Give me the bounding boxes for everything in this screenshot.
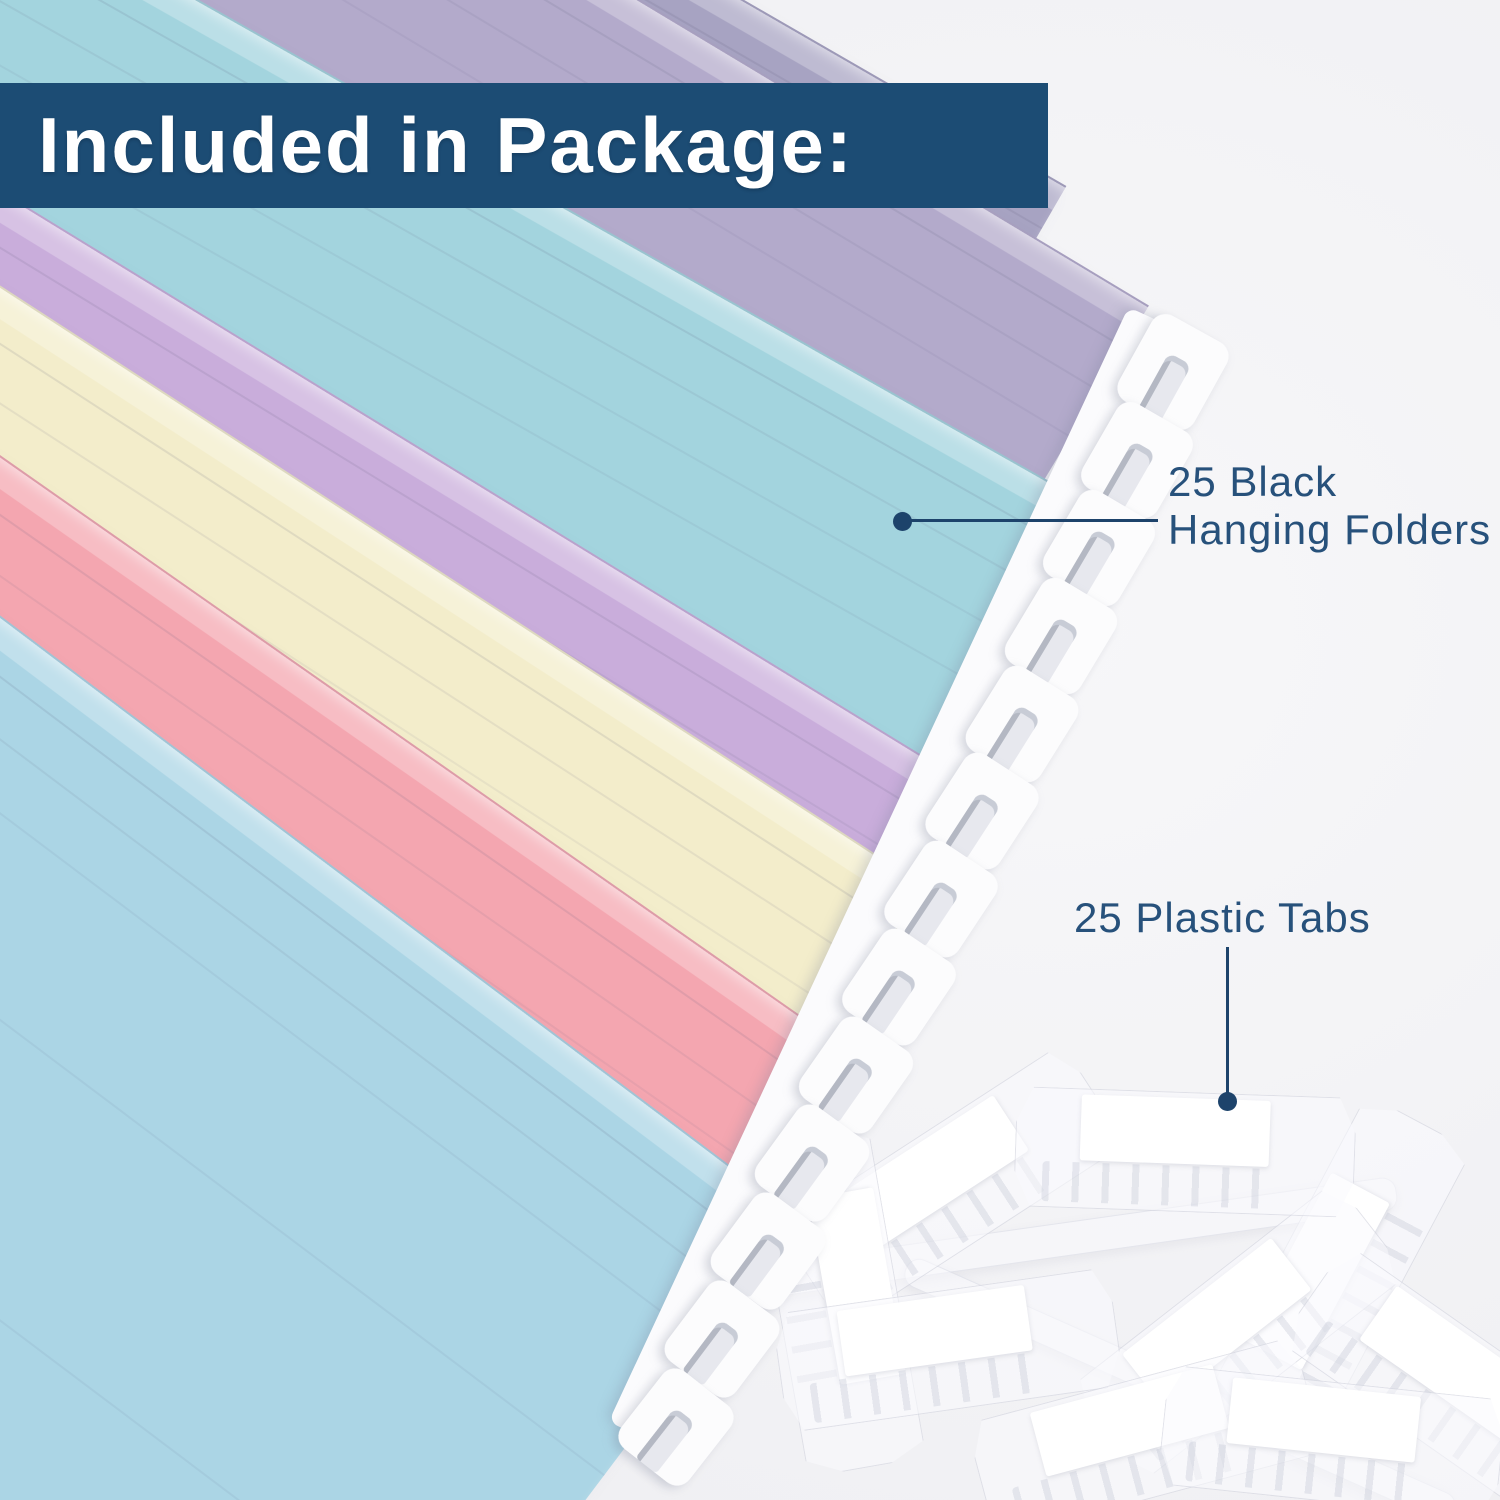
plastic-tab (1013, 1086, 1357, 1218)
callout-label-folders: 25 Black Hanging Folders (1168, 458, 1491, 554)
banner-title: Included in Package: (38, 101, 854, 189)
hook-notch (635, 1407, 696, 1474)
callout-line-folders (902, 519, 1158, 522)
tab-comb-teeth (1041, 1161, 1279, 1209)
callout-line-tabs (1226, 947, 1229, 1101)
callout-dot-folders (893, 512, 912, 531)
folder-crease (0, 875, 461, 1500)
callout-dot-tabs (1218, 1092, 1237, 1111)
callout-folders-line2: Hanging Folders (1168, 506, 1492, 553)
callout-folders-line1: 25 Black (1168, 458, 1338, 505)
tab-label-insert (1080, 1094, 1271, 1167)
hook-notch (728, 1231, 788, 1299)
title-banner: Included in Package: (0, 83, 1048, 208)
callout-label-tabs: 25 Plastic Tabs (1074, 894, 1371, 941)
